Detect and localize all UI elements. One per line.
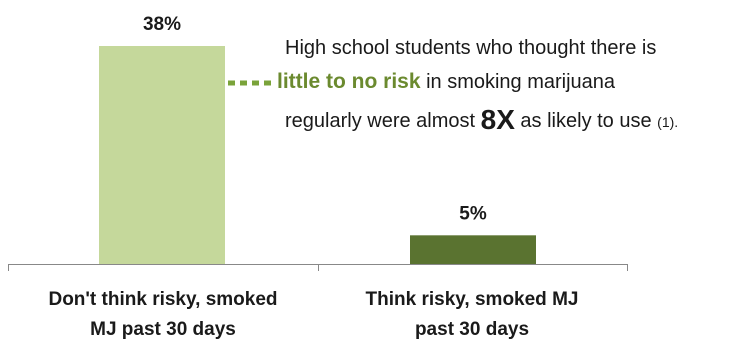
bars-group	[99, 46, 536, 264]
category-labels-group: Don't think risky, smoked MJ past 30 days…	[48, 289, 578, 340]
bar-2	[410, 235, 536, 264]
data-labels-group: 38% 5%	[143, 14, 487, 224]
category-label-1-line-1: Don't think risky, smoked	[48, 289, 277, 310]
data-label-1: 38%	[143, 14, 181, 35]
category-label-2-line-2: past 30 days	[415, 319, 529, 340]
bar-1	[99, 46, 225, 264]
data-label-2: 5%	[459, 203, 487, 224]
category-label-1-line-2: MJ past 30 days	[90, 319, 236, 340]
category-label-2-line-1: Think risky, smoked MJ	[366, 289, 579, 310]
